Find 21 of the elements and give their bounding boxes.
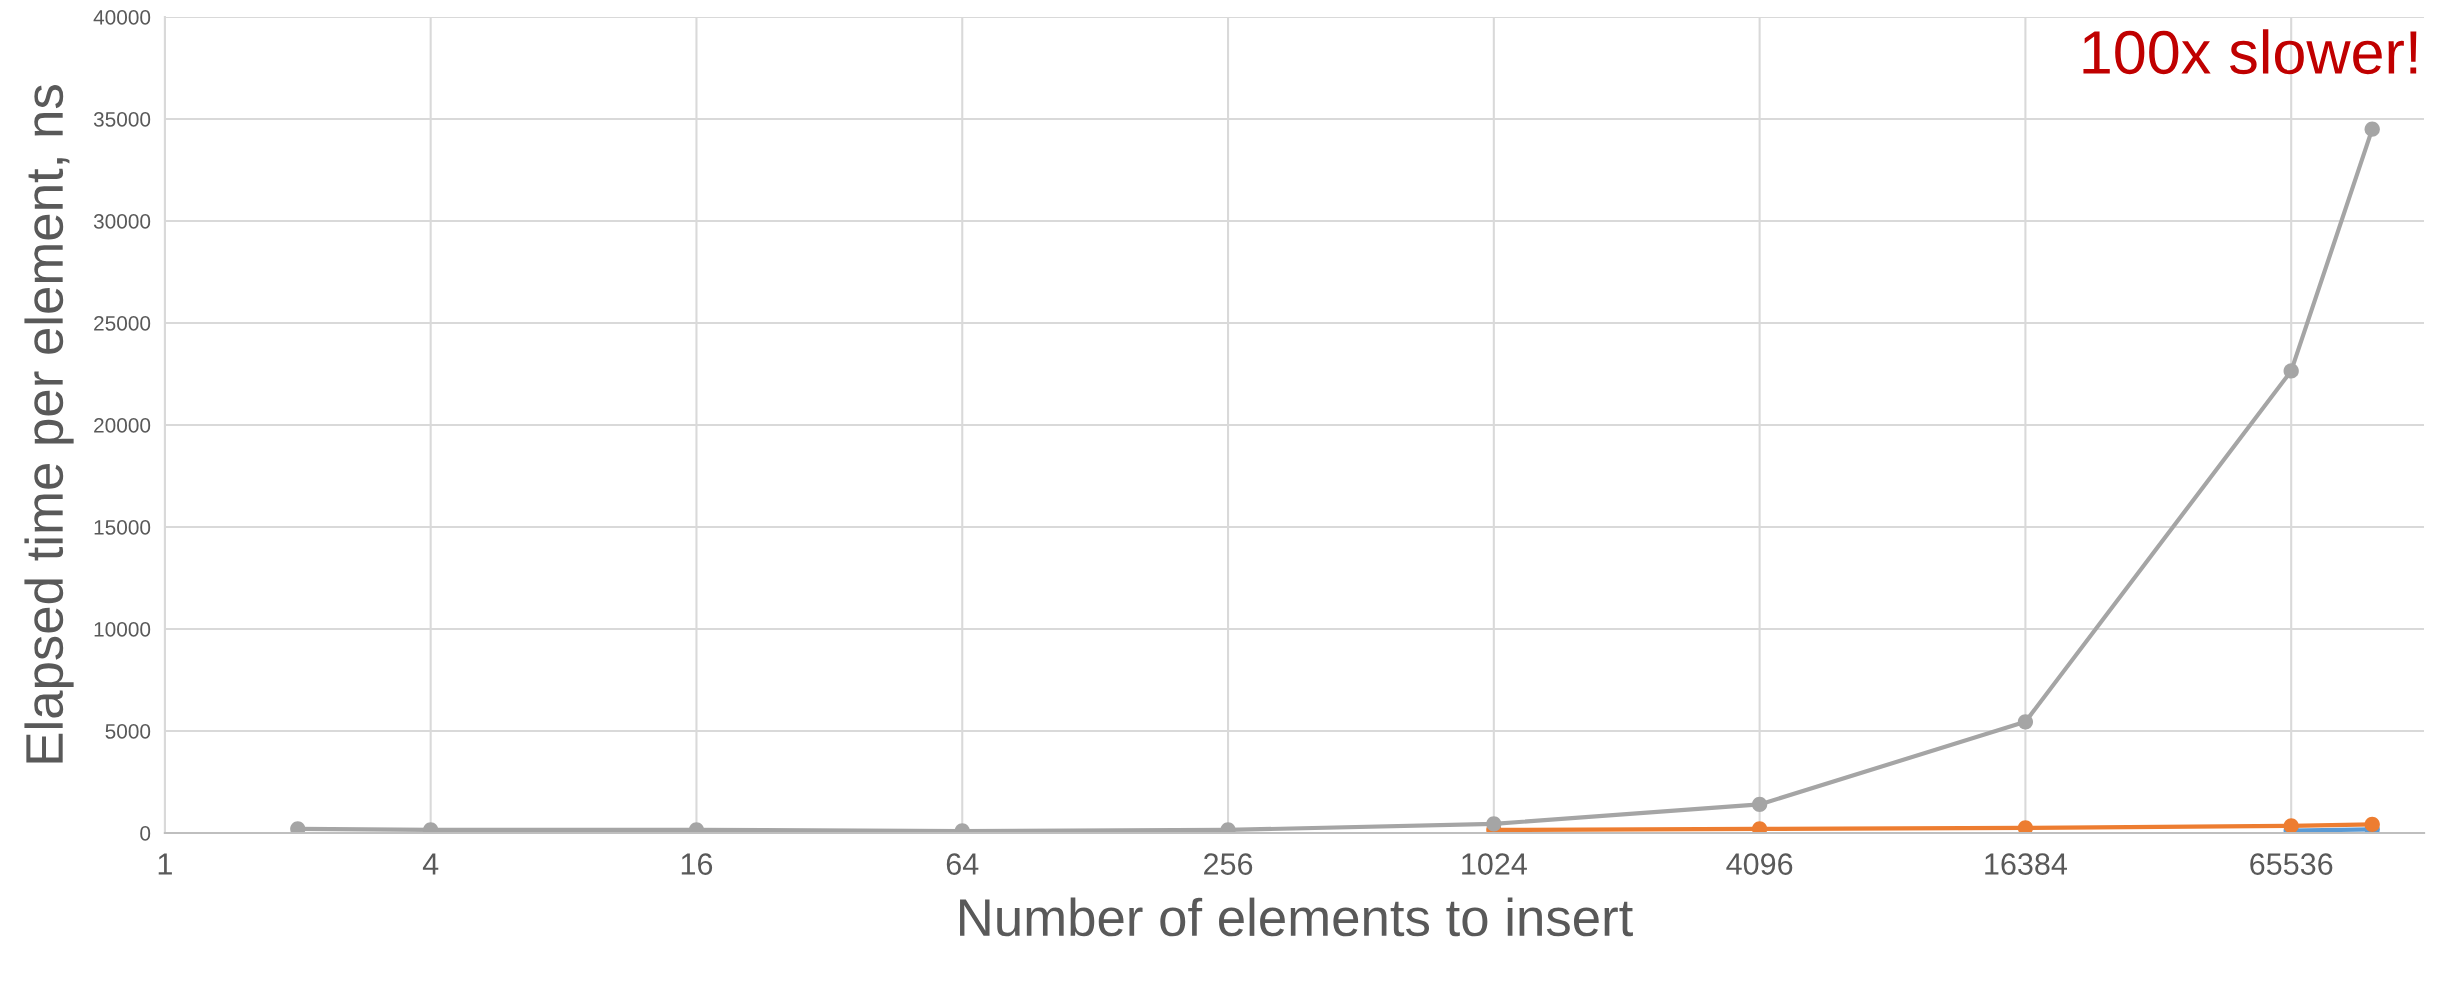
annotation: 100x slower!	[2083, 29, 2417, 75]
x-tick-label: 64	[946, 853, 979, 875]
x-tick-label: 1	[158, 853, 172, 875]
x-tick-label: 256	[1204, 853, 1253, 875]
x-tick-label: 16384	[1985, 853, 2067, 875]
y-tick-label: 25000	[94, 316, 151, 331]
y-tick-label: 15000	[94, 520, 151, 535]
y-tick-label: 40000	[93, 10, 151, 25]
y-tick-label: 10000	[94, 622, 151, 637]
y-tick-label: 20000	[94, 418, 151, 433]
y-tick-label: 5000	[105, 724, 151, 739]
x-tick-label: 1024	[1462, 853, 1527, 875]
y-tick-label: 30000	[93, 214, 151, 229]
y-tick-label: 0	[140, 826, 151, 841]
y-axis-title: Elapsed time per element, ns	[24, 85, 74, 763]
x-tick-label: 16	[681, 853, 713, 875]
x-axis-title: Number of elements to insert	[960, 897, 1633, 937]
y-tick-label: 35000	[93, 112, 151, 127]
x-tick-label: 65536	[2250, 853, 2333, 875]
x-tick-label: 4096	[1726, 853, 1793, 875]
x-tick-label: 4	[422, 853, 439, 875]
